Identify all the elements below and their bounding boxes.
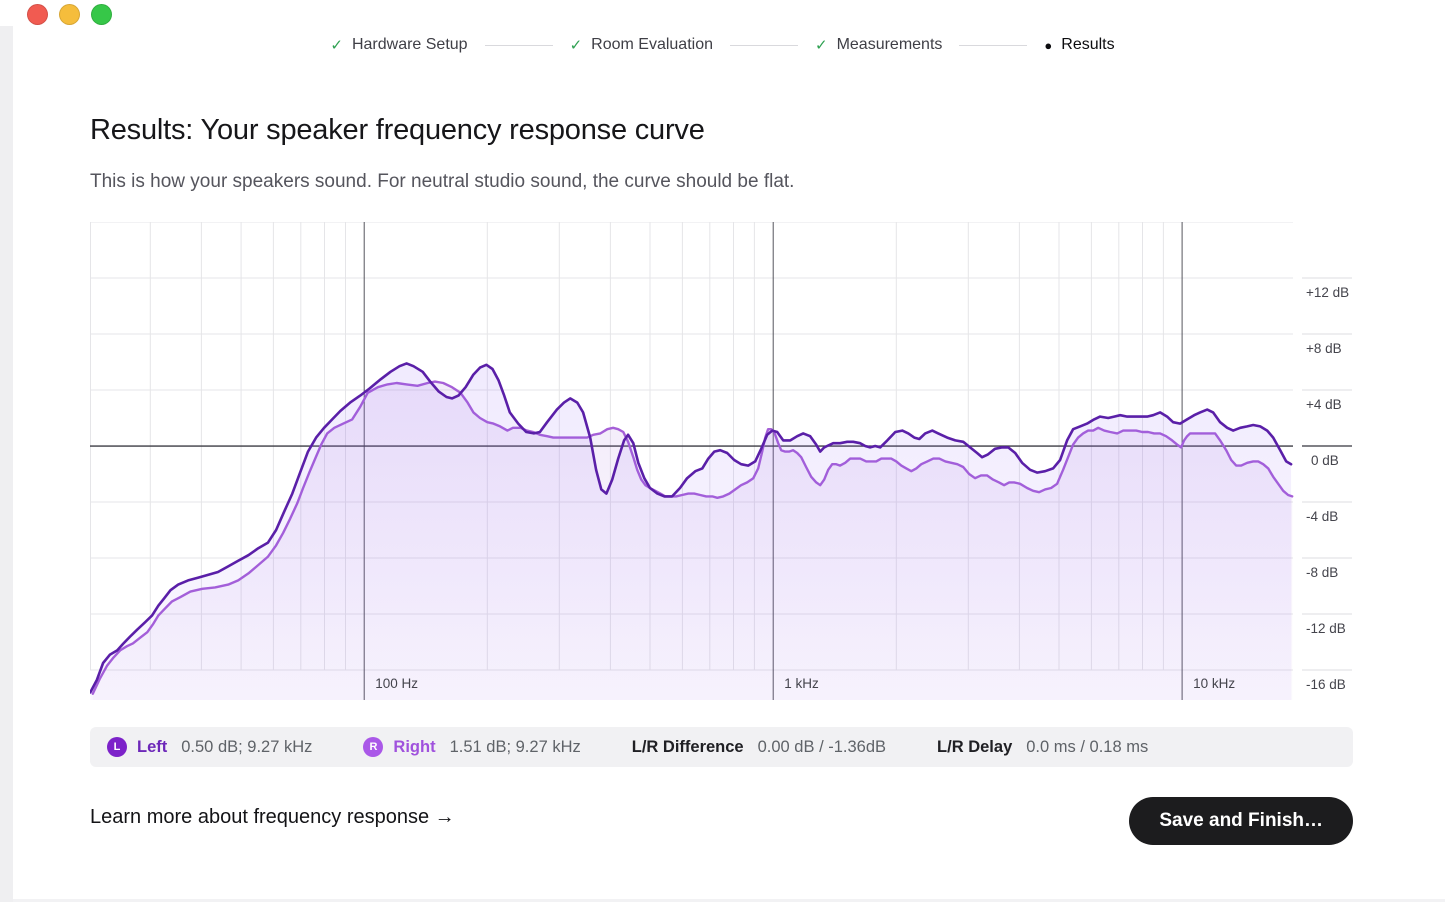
close-button[interactable] [27,4,48,25]
lr-difference-value: 0.00 dB / -1.36dB [757,737,887,756]
right-channel-value: 1.51 dB; 9.27 kHz [449,737,581,756]
step-label: Results [1061,36,1115,53]
stat-lr-difference: L/R Difference 0.00 dB / -1.36dB [632,738,886,757]
svg-text:+8 dB: +8 dB [1306,341,1342,356]
minimize-button[interactable] [59,4,80,25]
svg-text:+12 dB: +12 dB [1306,285,1349,300]
save-and-finish-button[interactable]: Save and Finish… [1129,797,1353,845]
left-channel-value: 0.50 dB; 9.27 kHz [181,737,313,756]
svg-text:-8 dB: -8 dB [1306,565,1338,580]
lr-delay-value: 0.0 ms / 0.18 ms [1026,737,1149,756]
stepper-connector [959,44,1028,46]
zoom-button[interactable] [91,4,112,25]
check-icon: ✓ [569,36,583,54]
step-label: Room Evaluation [591,36,713,53]
step-results[interactable]: ● Results [1044,36,1114,54]
stat-right-channel: R Right 1.51 dB; 9.27 kHz [363,737,581,757]
current-step-dot-icon: ● [1044,37,1053,53]
svg-text:+4 dB: +4 dB [1306,397,1342,412]
lr-delay-label: L/R Delay [937,737,1013,756]
svg-text:0 dB: 0 dB [1311,453,1339,468]
page-subtitle: This is how your speakers sound. For neu… [90,171,795,192]
stepper-connector [484,44,553,46]
svg-text:1 kHz: 1 kHz [784,676,819,691]
learn-more-link[interactable]: Learn more about frequency response → [90,806,455,828]
svg-text:10 kHz: 10 kHz [1193,676,1235,691]
window-edge-left [0,26,13,902]
x-axis-labels: 100 Hz 1 kHz 10 kHz [375,676,1235,691]
step-label: Hardware Setup [351,36,468,53]
stat-left-channel: L Left 0.50 dB; 9.27 kHz [107,737,312,757]
step-label: Measurements [836,36,943,53]
check-icon: ✓ [330,36,343,54]
chart-svg: +12 dB +8 dB +4 dB 0 dB -4 dB -8 dB -12 dB -16 … [89,221,1352,700]
right-channel-badge-icon: R [363,737,384,757]
step-measurements[interactable]: ✓ Measurements [815,36,942,54]
page-title: Results: Your speaker frequency response… [90,114,705,146]
lr-difference-label: L/R Difference [631,737,744,756]
stats-bar: L Left 0.50 dB; 9.27 kHz R Right 1.51 dB… [90,727,1353,767]
left-curve-area [90,363,1292,700]
window-controls [27,4,112,25]
wizard-stepper: ✓ Hardware Setup ✓ Room Evaluation ✓ Measurem… [0,36,1445,54]
step-room-evaluation[interactable]: ✓ Room Evaluation [570,36,713,54]
stepper-connector [730,44,798,46]
stat-lr-delay: L/R Delay 0.0 ms / 0.18 ms [937,738,1148,757]
svg-text:100 Hz: 100 Hz [375,676,418,691]
frequency-response-chart: +12 dB +8 dB +4 dB 0 dB -4 dB -8 dB -12 dB -16 … [89,221,1353,700]
step-hardware-setup[interactable]: ✓ Hardware Setup [330,36,467,54]
left-curve [89,362,1293,694]
svg-text:-16 dB: -16 dB [1306,677,1346,692]
y-axis-labels: +12 dB +8 dB +4 dB 0 dB -4 dB -8 dB -12 dB -16 … [1302,277,1352,692]
right-channel-label: Right [393,737,436,756]
svg-text:-4 dB: -4 dB [1306,509,1338,524]
svg-text:-12 dB: -12 dB [1306,621,1346,636]
check-icon: ✓ [815,36,828,54]
left-channel-label: Left [137,737,168,756]
left-channel-badge-icon: L [107,737,127,757]
window-edge-bottom [13,899,1445,902]
